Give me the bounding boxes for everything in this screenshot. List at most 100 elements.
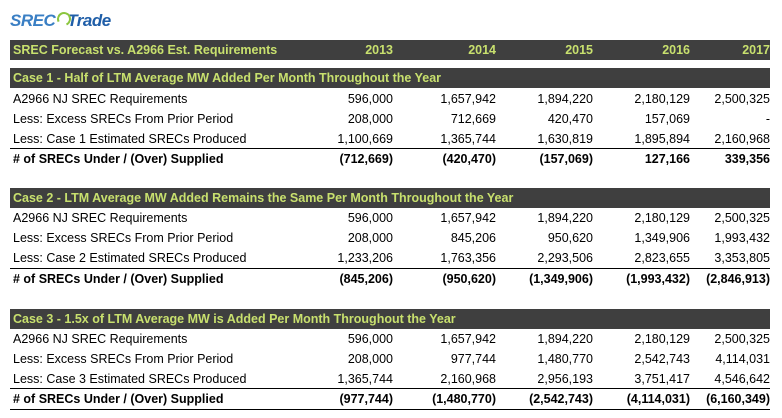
cell-2017: - [765,112,770,126]
cell-2014: 1,657,942 [440,211,496,225]
cell-2015: 1,630,819 [537,132,593,146]
cell-2014: 1,657,942 [440,332,496,346]
cell-2015: 1,480,770 [537,352,593,366]
row-label: Less: Case 2 Estimated SRECs Produced [13,251,247,265]
table-row: Less: Excess SRECs From Prior Period 208… [10,349,770,369]
cell-2017: 4,546,642 [714,372,770,386]
case-2-header: Case 2 - LTM Average MW Added Remains th… [10,188,770,208]
cell-2014: 712,669 [450,112,496,126]
table-header-row: SREC Forecast vs. A2966 Est. Requirement… [10,40,770,60]
cell-2013: 1,100,669 [337,132,393,146]
case-2-title: Case 2 - LTM Average MW Added Remains th… [13,191,514,205]
cell-2017: 2,160,968 [714,132,770,146]
cell-2013: 596,000 [347,332,393,346]
cell-2017: 1,993,432 [714,231,770,245]
total-label: # of SRECs Under / (Over) Supplied [13,392,224,406]
cell-2016: 3,751,417 [634,372,690,386]
cell-2013: 208,000 [347,352,393,366]
cell-2015: 1,894,220 [537,332,593,346]
cell-2015: 1,894,220 [537,211,593,225]
cell-2013: 596,000 [347,211,393,225]
total-2013: (712,669) [339,152,393,166]
cell-2014: 1,365,744 [440,132,496,146]
total-2013: (977,744) [339,392,393,406]
year-header-2016: 2016 [662,43,690,57]
case-3-title: Case 3 - 1.5x of LTM Average MW is Added… [13,312,456,326]
total-2017: (2,846,913) [706,272,770,286]
year-header-2014: 2014 [468,43,496,57]
total-2014: (950,620) [442,272,496,286]
table-row: A2966 NJ SREC Requirements 596,000 1,657… [10,89,770,109]
cell-2017: 3,353,805 [714,251,770,265]
cell-2013: 1,233,206 [337,251,393,265]
logo-trade-text: Trade [67,11,111,30]
table-row: Less: Excess SRECs From Prior Period 208… [10,228,770,248]
row-label: A2966 NJ SREC Requirements [13,332,188,346]
case-1-header: Case 1 - Half of LTM Average MW Added Pe… [10,68,770,88]
cell-2014: 845,206 [450,231,496,245]
cell-2015: 950,620 [547,231,593,245]
cell-2013: 208,000 [347,112,393,126]
total-label: # of SRECs Under / (Over) Supplied [13,152,224,166]
cell-2014: 977,744 [450,352,496,366]
total-2017: (6,160,349) [706,392,770,406]
case-3-header: Case 3 - 1.5x of LTM Average MW is Added… [10,309,770,329]
table-row: Less: Case 3 Estimated SRECs Produced 1,… [10,369,770,389]
row-label: A2966 NJ SREC Requirements [13,92,188,106]
total-2013: (845,206) [339,272,393,286]
srec-trade-logo: SREC Trade [10,8,111,34]
case-1-title: Case 1 - Half of LTM Average MW Added Pe… [13,71,442,85]
cell-2016: 2,180,129 [634,92,690,106]
total-row: # of SRECs Under / (Over) Supplied (712,… [10,148,770,169]
total-2016: 127,166 [644,152,690,166]
table-row: Less: Case 2 Estimated SRECs Produced 1,… [10,248,770,268]
total-2016: (1,993,432) [626,272,690,286]
cell-2016: 157,069 [644,112,690,126]
table-row: Less: Excess SRECs From Prior Period 208… [10,109,770,129]
total-label: # of SRECs Under / (Over) Supplied [13,272,224,286]
table-row: Less: Case 1 Estimated SRECs Produced 1,… [10,129,770,149]
row-label: A2966 NJ SREC Requirements [13,211,188,225]
cell-2016: 1,349,906 [634,231,690,245]
logo-swoosh-icon [56,14,66,28]
logo-srec-text: SREC [10,11,56,30]
cell-2016: 2,542,743 [634,352,690,366]
cell-2017: 2,500,325 [714,332,770,346]
total-row: # of SRECs Under / (Over) Supplied (977,… [10,388,770,410]
cell-2016: 2,823,655 [634,251,690,265]
total-2014: (1,480,770) [432,392,496,406]
cell-2015: 420,470 [547,112,593,126]
row-label: Less: Case 3 Estimated SRECs Produced [13,372,247,386]
cell-2015: 1,894,220 [537,92,593,106]
cell-2016: 2,180,129 [634,332,690,346]
total-2015: (157,069) [539,152,593,166]
cell-2013: 208,000 [347,231,393,245]
table-row: A2966 NJ SREC Requirements 596,000 1,657… [10,208,770,228]
total-row: # of SRECs Under / (Over) Supplied (845,… [10,268,770,289]
cell-2017: 2,500,325 [714,211,770,225]
row-label: Less: Excess SRECs From Prior Period [13,352,234,366]
year-header-2013: 2013 [365,43,393,57]
year-header-2015: 2015 [565,43,593,57]
cell-2014: 1,763,356 [440,251,496,265]
cell-2015: 2,956,193 [537,372,593,386]
row-label: Less: Case 1 Estimated SRECs Produced [13,132,247,146]
cell-2014: 2,160,968 [440,372,496,386]
cell-2013: 596,000 [347,92,393,106]
cell-2015: 2,293,506 [537,251,593,265]
total-2016: (4,114,031) [626,392,690,406]
cell-2017: 2,500,325 [714,92,770,106]
cell-2016: 1,895,894 [634,132,690,146]
cell-2014: 1,657,942 [440,92,496,106]
total-2014: (420,470) [442,152,496,166]
row-label: Less: Excess SRECs From Prior Period [13,231,234,245]
table-row: A2966 NJ SREC Requirements 596,000 1,657… [10,329,770,349]
year-header-2017: 2017 [742,43,770,57]
total-2017: 339,356 [724,152,770,166]
cell-2016: 2,180,129 [634,211,690,225]
row-label: Less: Excess SRECs From Prior Period [13,112,234,126]
total-2015: (2,542,743) [529,392,593,406]
table-title: SREC Forecast vs. A2966 Est. Requirement… [13,43,278,57]
cell-2017: 4,114,031 [715,352,770,366]
cell-2013: 1,365,744 [337,372,393,386]
